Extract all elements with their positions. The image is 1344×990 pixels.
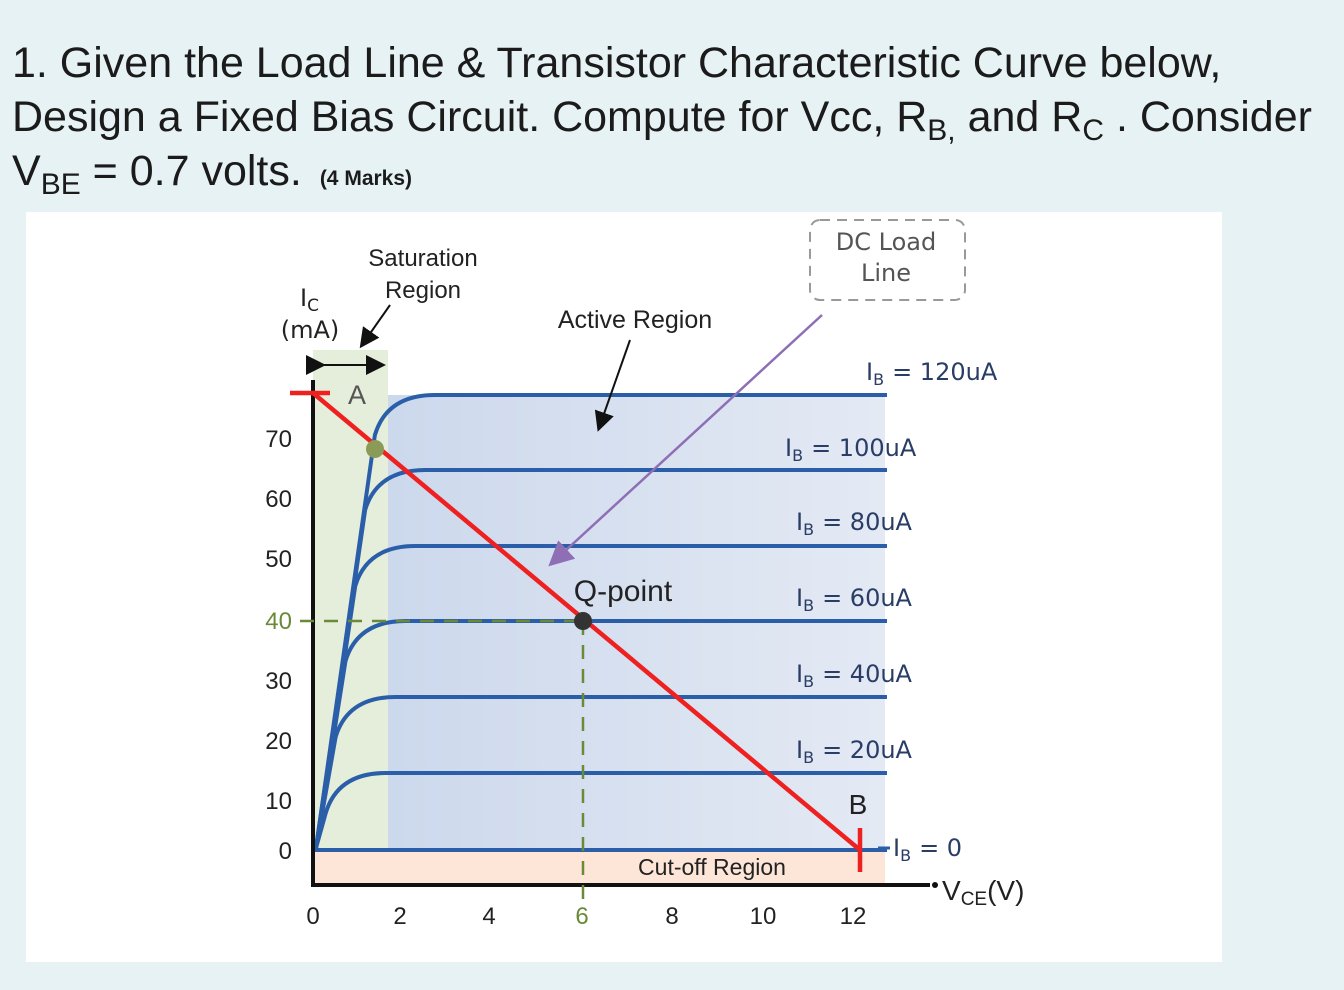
label: Line <box>861 259 911 287</box>
text: . Consider <box>1104 93 1312 141</box>
subscript: B <box>803 672 814 691</box>
label: Active Region <box>558 306 712 334</box>
question: 1. Given the Load Line & Transistor Char… <box>12 36 1312 206</box>
y-tick-label: 0 <box>279 838 292 865</box>
axis-end <box>932 882 938 888</box>
ic-unit: (mA) <box>281 316 340 344</box>
dc-box <box>809 219 966 301</box>
y-tick-label: 50 <box>265 546 292 573</box>
ic-curve <box>314 393 887 849</box>
y-tick-label: 60 <box>265 486 292 513</box>
text: V <box>12 147 41 195</box>
value: = 20uA <box>822 736 912 764</box>
label: Region <box>385 277 461 304</box>
dc-arrow <box>548 314 823 567</box>
x-tick-label: 8 <box>665 903 678 930</box>
x-tick-label: 10 <box>750 903 777 930</box>
subscript: BE <box>40 168 81 201</box>
y-tick-label: 40 <box>265 608 292 635</box>
symbol: I <box>893 834 900 862</box>
saturation-point <box>366 440 384 458</box>
ic-curve <box>314 695 887 849</box>
ic-curve <box>314 771 887 849</box>
subscript: B <box>873 370 884 389</box>
value: = 80uA <box>822 508 912 536</box>
question-line: Design a Fixed Bias Circuit. Compute for… <box>12 90 1312 147</box>
x-tick-label: 6 <box>575 903 588 930</box>
curve-label: IB = 120uA <box>866 358 998 389</box>
ic-curve <box>314 468 887 849</box>
ic-label: IC <box>300 284 319 316</box>
value: = 0 <box>919 834 962 862</box>
vce-label: VCE(V) <box>942 875 1024 910</box>
y-tick-label: 10 <box>265 788 292 815</box>
q-point-dot <box>574 612 592 630</box>
question-line: 1. Given the Load Line & Transistor Char… <box>12 36 1312 90</box>
label: Cut-off Region <box>638 854 786 880</box>
subscript: B <box>803 748 814 767</box>
value: = 60uA <box>822 584 912 612</box>
subscript: B <box>792 446 803 465</box>
symbol: I <box>796 736 803 764</box>
symbol: V <box>942 875 961 906</box>
value: = 100uA <box>811 434 917 462</box>
x-tick-label: 0 <box>306 903 319 930</box>
symbol: I <box>796 660 803 688</box>
symbol: I <box>796 508 803 536</box>
curve-label: IB = 100uA <box>785 434 917 465</box>
text: = 0.7 volts. <box>80 147 302 195</box>
value: = 40uA <box>822 660 912 688</box>
label: DC Load <box>836 228 936 256</box>
symbol: I <box>300 284 307 312</box>
label: Q-point <box>574 575 673 608</box>
value: = 120uA <box>892 358 998 386</box>
point-label: A <box>348 380 366 410</box>
x-tick-label: 2 <box>393 903 406 930</box>
curve-label: IB = 60uA <box>796 584 913 615</box>
symbol: I <box>866 358 873 386</box>
marks: (4 Marks) <box>319 167 413 190</box>
curve-label: IB = 40uA <box>796 660 913 691</box>
cutoff-area <box>313 850 885 885</box>
symbol: I <box>785 434 792 462</box>
figure: Saturation Region IC (mA) A Active Regio… <box>26 212 1222 962</box>
text: 1. Given the Load Line & Transistor Char… <box>12 39 1222 87</box>
symbol: I <box>796 584 803 612</box>
y-tick-label: 20 <box>265 728 292 755</box>
y-tick-label: 30 <box>265 668 292 695</box>
subscript: B <box>803 520 814 539</box>
text: and R <box>955 93 1083 141</box>
question-line: VBE = 0.7 volts. (4 Marks) <box>12 144 1312 206</box>
curve-label: IB = 80uA <box>796 508 913 539</box>
text: Design a Fixed Bias Circuit. Compute for… <box>12 93 928 141</box>
label: Saturation <box>368 245 477 272</box>
subscript: B <box>900 846 911 865</box>
unit: (V) <box>987 875 1024 906</box>
x-tick-label: 4 <box>482 903 495 930</box>
ic-curve <box>314 544 887 849</box>
subscript: C <box>307 296 319 316</box>
subscript: CE <box>961 889 987 910</box>
y-tick-label: 70 <box>265 426 292 453</box>
subscript: B <box>803 596 814 615</box>
x-tick-label: 12 <box>840 903 867 930</box>
curve-label: IB = 20uA <box>796 736 913 767</box>
active-pointer <box>594 339 631 432</box>
point-label: B <box>849 789 868 820</box>
sat-pointer <box>359 304 391 349</box>
curve-label: IB = 0 <box>893 834 962 865</box>
subscript: C <box>1082 114 1104 147</box>
subscript: B, <box>927 114 956 147</box>
